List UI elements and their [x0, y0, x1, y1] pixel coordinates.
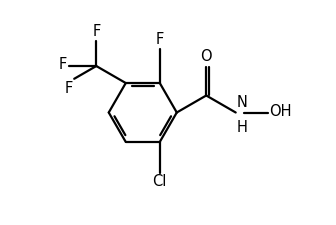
Text: Cl: Cl	[153, 174, 167, 189]
Text: N: N	[237, 95, 248, 110]
Text: H: H	[237, 120, 248, 135]
Text: F: F	[156, 32, 164, 47]
Text: OH: OH	[269, 104, 292, 119]
Text: O: O	[200, 49, 212, 64]
Text: F: F	[59, 57, 67, 72]
Text: F: F	[92, 24, 100, 39]
Text: F: F	[64, 81, 73, 96]
